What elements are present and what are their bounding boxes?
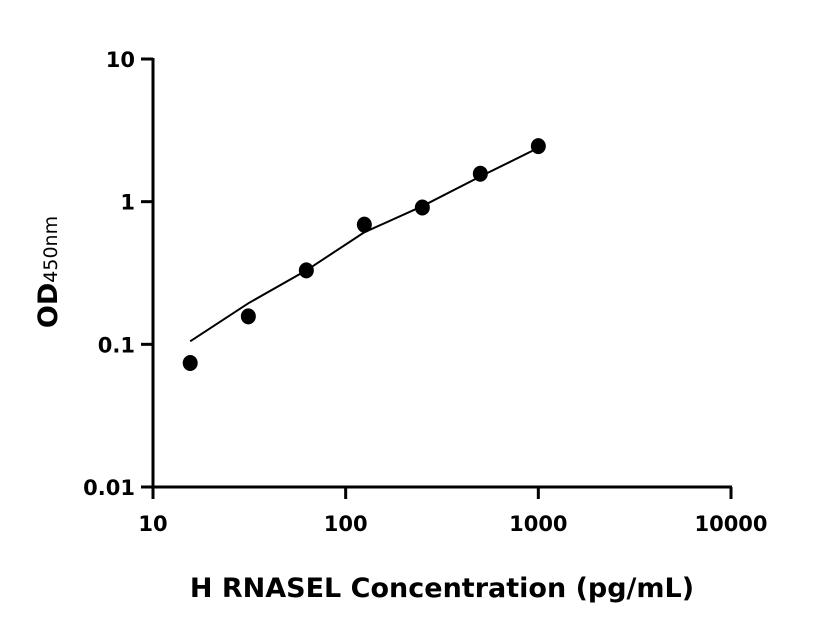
y-tick-label: 1	[120, 191, 135, 215]
y-axis-label-main: OD	[33, 283, 64, 328]
data-point	[240, 308, 256, 325]
x-tick-label: 10000	[694, 512, 767, 536]
data-point	[182, 354, 198, 371]
y-tick-label: 0.01	[83, 476, 135, 500]
axes: 10 100 1000 10000 0.01 0.1 1 10	[83, 48, 767, 536]
data-point	[530, 138, 546, 155]
data-point	[472, 165, 488, 182]
x-tick-label: 100	[324, 512, 368, 536]
y-tick-label: 0.1	[98, 333, 135, 357]
y-axis-label: OD450nm	[33, 216, 64, 328]
data-point	[414, 199, 430, 216]
x-tick-label: 10	[138, 512, 167, 536]
x-tick-label: 1000	[509, 512, 567, 536]
x-axis-label: H RNASEL Concentration (pg/mL)	[190, 573, 694, 604]
data-points	[182, 138, 546, 371]
data-point	[298, 262, 314, 279]
y-tick-label: 10	[106, 48, 135, 72]
y-axis-label-subscript: 450nm	[40, 216, 62, 283]
data-point	[356, 216, 372, 233]
